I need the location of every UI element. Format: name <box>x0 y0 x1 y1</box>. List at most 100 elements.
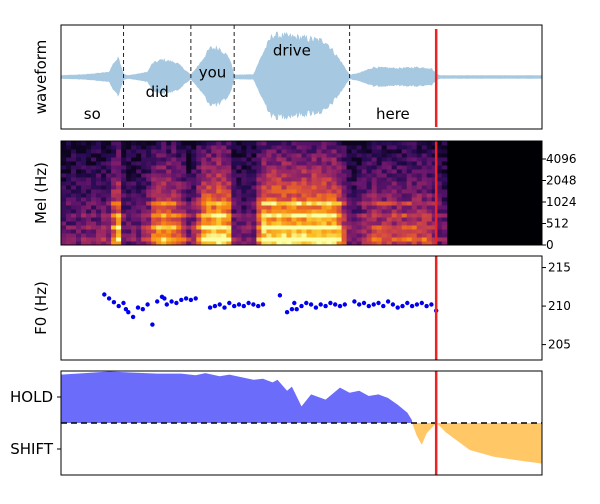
mel-cell <box>261 173 267 178</box>
mel-cell <box>226 185 232 190</box>
mel-cell <box>346 169 353 174</box>
mel-cell <box>376 185 383 190</box>
mel-cell <box>321 177 328 182</box>
mel-cell <box>431 189 438 194</box>
mel-cell <box>96 193 102 198</box>
mel-cell <box>226 237 232 242</box>
mel-cell <box>281 221 287 226</box>
mel-cell <box>426 173 433 178</box>
mel-cell <box>396 213 403 218</box>
mel-cell <box>401 237 408 242</box>
mel-cell <box>176 241 182 245</box>
mel-cell <box>321 149 328 154</box>
mel-cell <box>236 217 242 222</box>
mel-cell <box>61 217 67 222</box>
mel-cell <box>81 213 87 218</box>
mel-cell <box>106 193 112 198</box>
mel-cell <box>206 193 212 198</box>
mel-cell <box>361 161 368 166</box>
mel-cell <box>401 149 408 154</box>
mel-cell <box>316 153 323 158</box>
mel-cell <box>141 237 147 242</box>
mel-cell <box>76 157 82 162</box>
mel-cell <box>316 241 323 245</box>
mel-cell <box>296 213 302 218</box>
mel-cell <box>106 209 112 214</box>
mel-cell <box>391 157 398 162</box>
mel-cell <box>141 141 147 146</box>
mel-cell <box>371 149 378 154</box>
mel-cell <box>76 209 82 214</box>
mel-cell <box>96 201 102 206</box>
mel-cell <box>121 153 127 158</box>
mel-cell <box>231 173 237 178</box>
mel-cell <box>336 197 343 202</box>
mel-cell <box>321 237 328 242</box>
mel-cell <box>186 229 192 234</box>
mel-cell <box>121 205 127 210</box>
mel-cell <box>101 197 107 202</box>
mel-cell <box>291 173 297 178</box>
f0-point <box>260 302 266 307</box>
mel-cell <box>331 169 338 174</box>
mel-cell <box>126 169 132 174</box>
mel-cell <box>211 237 217 242</box>
mel-cell <box>231 217 237 222</box>
mel-cell <box>256 181 262 186</box>
mel-cell <box>436 161 443 166</box>
mel-cell <box>306 201 313 206</box>
mel-cell <box>396 193 403 198</box>
mel-cell <box>146 221 152 226</box>
mel-cell <box>226 205 232 210</box>
mel-cell <box>401 161 408 166</box>
mel-cell <box>266 233 272 238</box>
mel-cell <box>321 233 328 238</box>
mel-cell <box>416 237 423 242</box>
mel-cell <box>426 157 433 162</box>
mel-cell <box>226 197 232 202</box>
mel-cell <box>236 205 242 210</box>
mel-cell <box>356 185 363 190</box>
mel-cell <box>126 233 132 238</box>
mel-cell <box>231 153 237 158</box>
f0-point <box>106 296 112 301</box>
mel-cell <box>426 205 433 210</box>
mel-cell <box>81 189 87 194</box>
mel-cell <box>181 209 187 214</box>
f0-point <box>376 300 381 306</box>
mel-cell <box>341 161 348 166</box>
mel-cell <box>156 141 162 146</box>
mel-cell <box>246 205 252 210</box>
mel-cell <box>381 209 388 214</box>
mel-cell <box>151 217 157 222</box>
mel-cell <box>66 169 72 174</box>
mel-cell <box>421 197 428 202</box>
mel-cell <box>186 141 192 146</box>
mel-cell <box>376 229 383 234</box>
mel-cell <box>136 233 142 238</box>
mel-cell <box>146 153 152 158</box>
mel-cell <box>301 229 308 234</box>
mel-cell <box>251 141 257 146</box>
mel-cell <box>191 149 197 154</box>
mel-cell <box>101 185 107 190</box>
mel-cell <box>66 201 72 206</box>
mel-cell <box>121 149 127 154</box>
mel-cell <box>181 213 187 218</box>
mel-cell <box>131 173 137 178</box>
mel-cell <box>301 205 308 210</box>
mel-cell <box>271 217 277 222</box>
mel-cell <box>236 237 242 242</box>
mel-cell <box>221 229 227 234</box>
mel-cell <box>251 205 257 210</box>
mel-cell <box>156 225 162 230</box>
mel-cell <box>386 169 393 174</box>
mel-cell <box>356 233 363 238</box>
f0-point <box>424 303 429 309</box>
mel-cell <box>406 209 413 214</box>
mel-ytick-label: 1024 <box>546 195 577 209</box>
mel-cell <box>256 209 262 214</box>
mel-cell <box>181 205 187 210</box>
mel-cell <box>386 189 393 194</box>
f0-point <box>313 305 319 310</box>
